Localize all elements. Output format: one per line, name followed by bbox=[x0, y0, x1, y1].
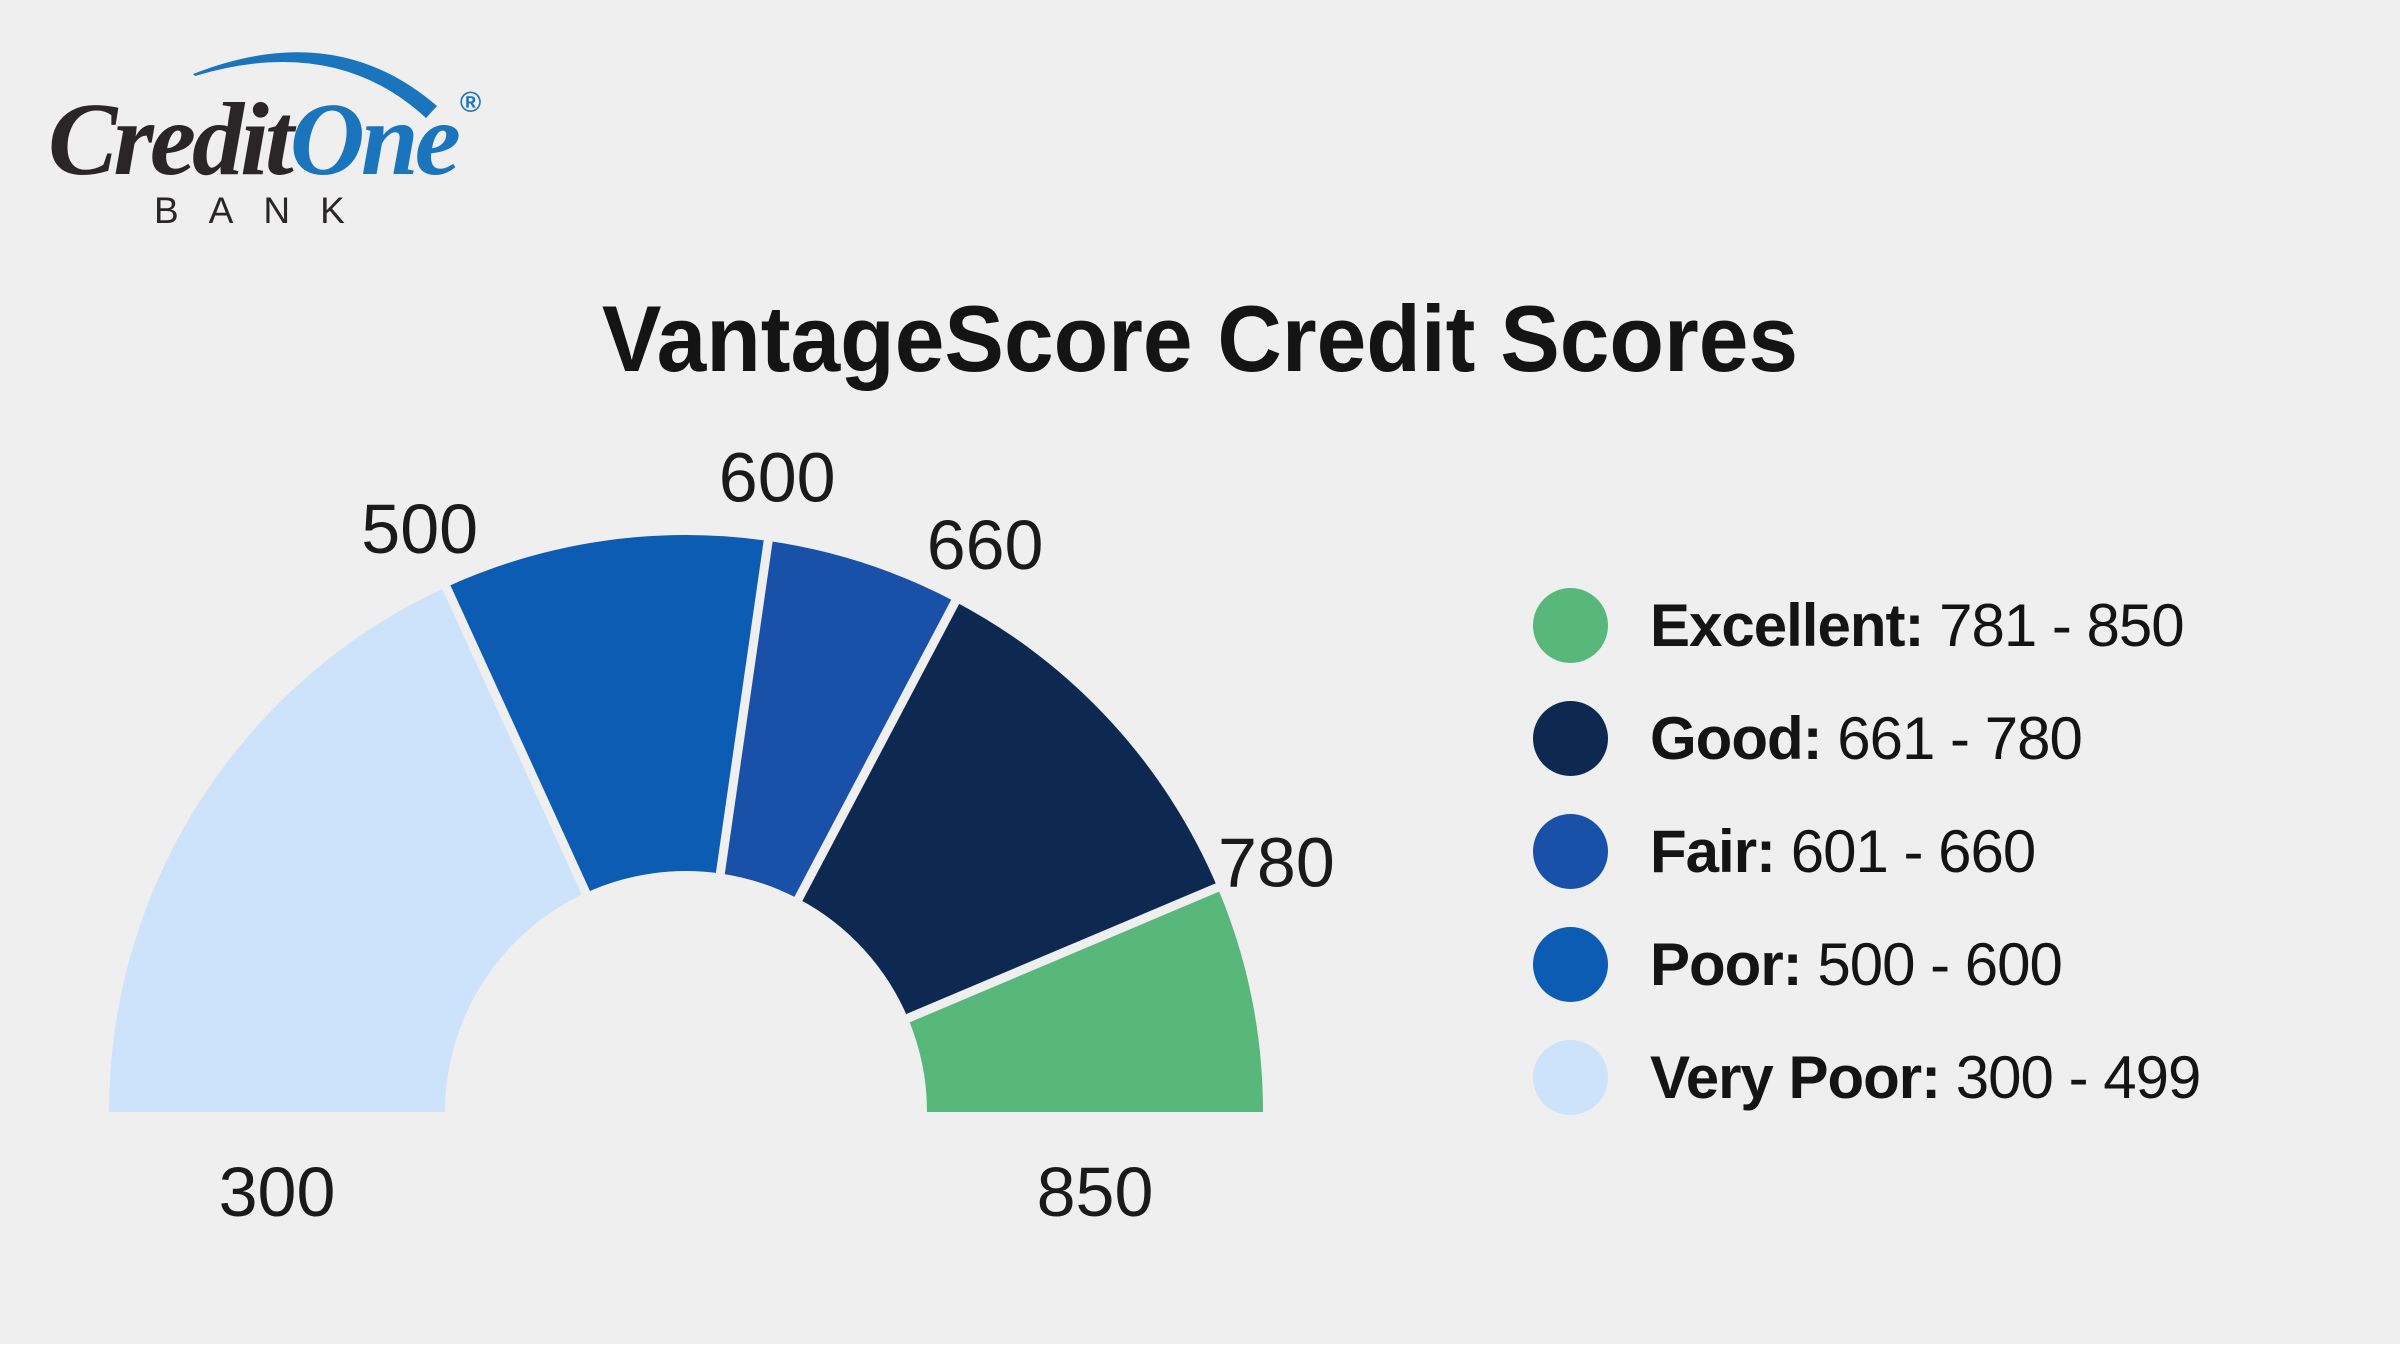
legend-item-text: Excellent: 781 - 850 bbox=[1650, 591, 2185, 660]
legend-item: Good: 661 - 780 bbox=[1533, 701, 2200, 776]
legend-swatch bbox=[1533, 927, 1608, 1002]
legend-item-range: 300 - 499 bbox=[1940, 1044, 2202, 1111]
legend-item-label: Poor: bbox=[1650, 931, 1803, 998]
legend-item-text: Fair: 601 - 660 bbox=[1650, 817, 2037, 886]
gauge-tick-label: 300 bbox=[219, 1153, 336, 1231]
gauge-tick-label: 600 bbox=[719, 439, 836, 517]
legend-item: Very Poor: 300 - 499 bbox=[1533, 1040, 2202, 1115]
legend-item-label: Excellent: bbox=[1650, 592, 1924, 659]
legend-swatch bbox=[1533, 588, 1608, 663]
logo-one-text: One bbox=[289, 82, 461, 197]
legend-item-text: Good: 661 - 780 bbox=[1650, 704, 2083, 773]
gauge-segment-fair bbox=[720, 540, 956, 899]
legend-item: Poor: 500 - 600 bbox=[1533, 927, 2200, 1002]
gauge-segment-excellent bbox=[908, 887, 1263, 1112]
gauge-tick-label: 780 bbox=[1218, 824, 1335, 902]
gauge-tick-label: 500 bbox=[361, 490, 478, 568]
legend-item-text: Very Poor: 300 - 499 bbox=[1650, 1043, 2202, 1112]
bottom-strip bbox=[0, 1344, 2400, 1350]
logo-credit-text: Credit bbox=[48, 82, 294, 197]
legend-item-range: 500 - 600 bbox=[1801, 931, 2063, 998]
gauge-tick-label: 850 bbox=[1037, 1153, 1154, 1231]
gauge-segment-very-poor bbox=[109, 587, 586, 1112]
legend-swatch bbox=[1533, 1040, 1608, 1115]
page-title: VantageScore Credit Scores bbox=[601, 285, 1799, 391]
gauge-segment-gap bbox=[438, 578, 594, 902]
legend-item-range: 601 - 660 bbox=[1775, 818, 2037, 885]
legend-item-label: Good: bbox=[1650, 705, 1823, 772]
gauge-segment-poor bbox=[446, 535, 769, 893]
legend-item-range: 781 - 850 bbox=[1923, 592, 2185, 659]
legend-item: Fair: 601 - 660 bbox=[1533, 814, 2200, 889]
legend-item-label: Fair: bbox=[1650, 818, 1776, 885]
legend-item-label: Very Poor: bbox=[1650, 1044, 1941, 1111]
legend-item-text: Poor: 500 - 600 bbox=[1650, 930, 2063, 999]
gauge-segment-gap bbox=[714, 532, 774, 883]
credit-one-bank-logo: CreditOne ® BANK bbox=[40, 26, 510, 241]
legend-swatch bbox=[1533, 814, 1608, 889]
gauge-segment-gap bbox=[790, 592, 963, 909]
logo-wordmark: CreditOne ® bbox=[48, 88, 481, 192]
registered-trademark-icon: ® bbox=[459, 87, 482, 119]
legend-item-range: 661 - 780 bbox=[1821, 705, 2083, 772]
legend: Excellent: 781 - 850 Good: 661 - 780 Fair:… bbox=[1533, 588, 2202, 1153]
legend-swatch bbox=[1533, 701, 1608, 776]
gauge-tick-label: 660 bbox=[927, 506, 1044, 584]
gauge-segment-gap bbox=[898, 880, 1227, 1026]
logo-bank-text: BANK bbox=[154, 190, 375, 231]
logo-swoosh-icon bbox=[193, 52, 437, 118]
legend-item: Excellent: 781 - 850 bbox=[1533, 588, 2200, 663]
